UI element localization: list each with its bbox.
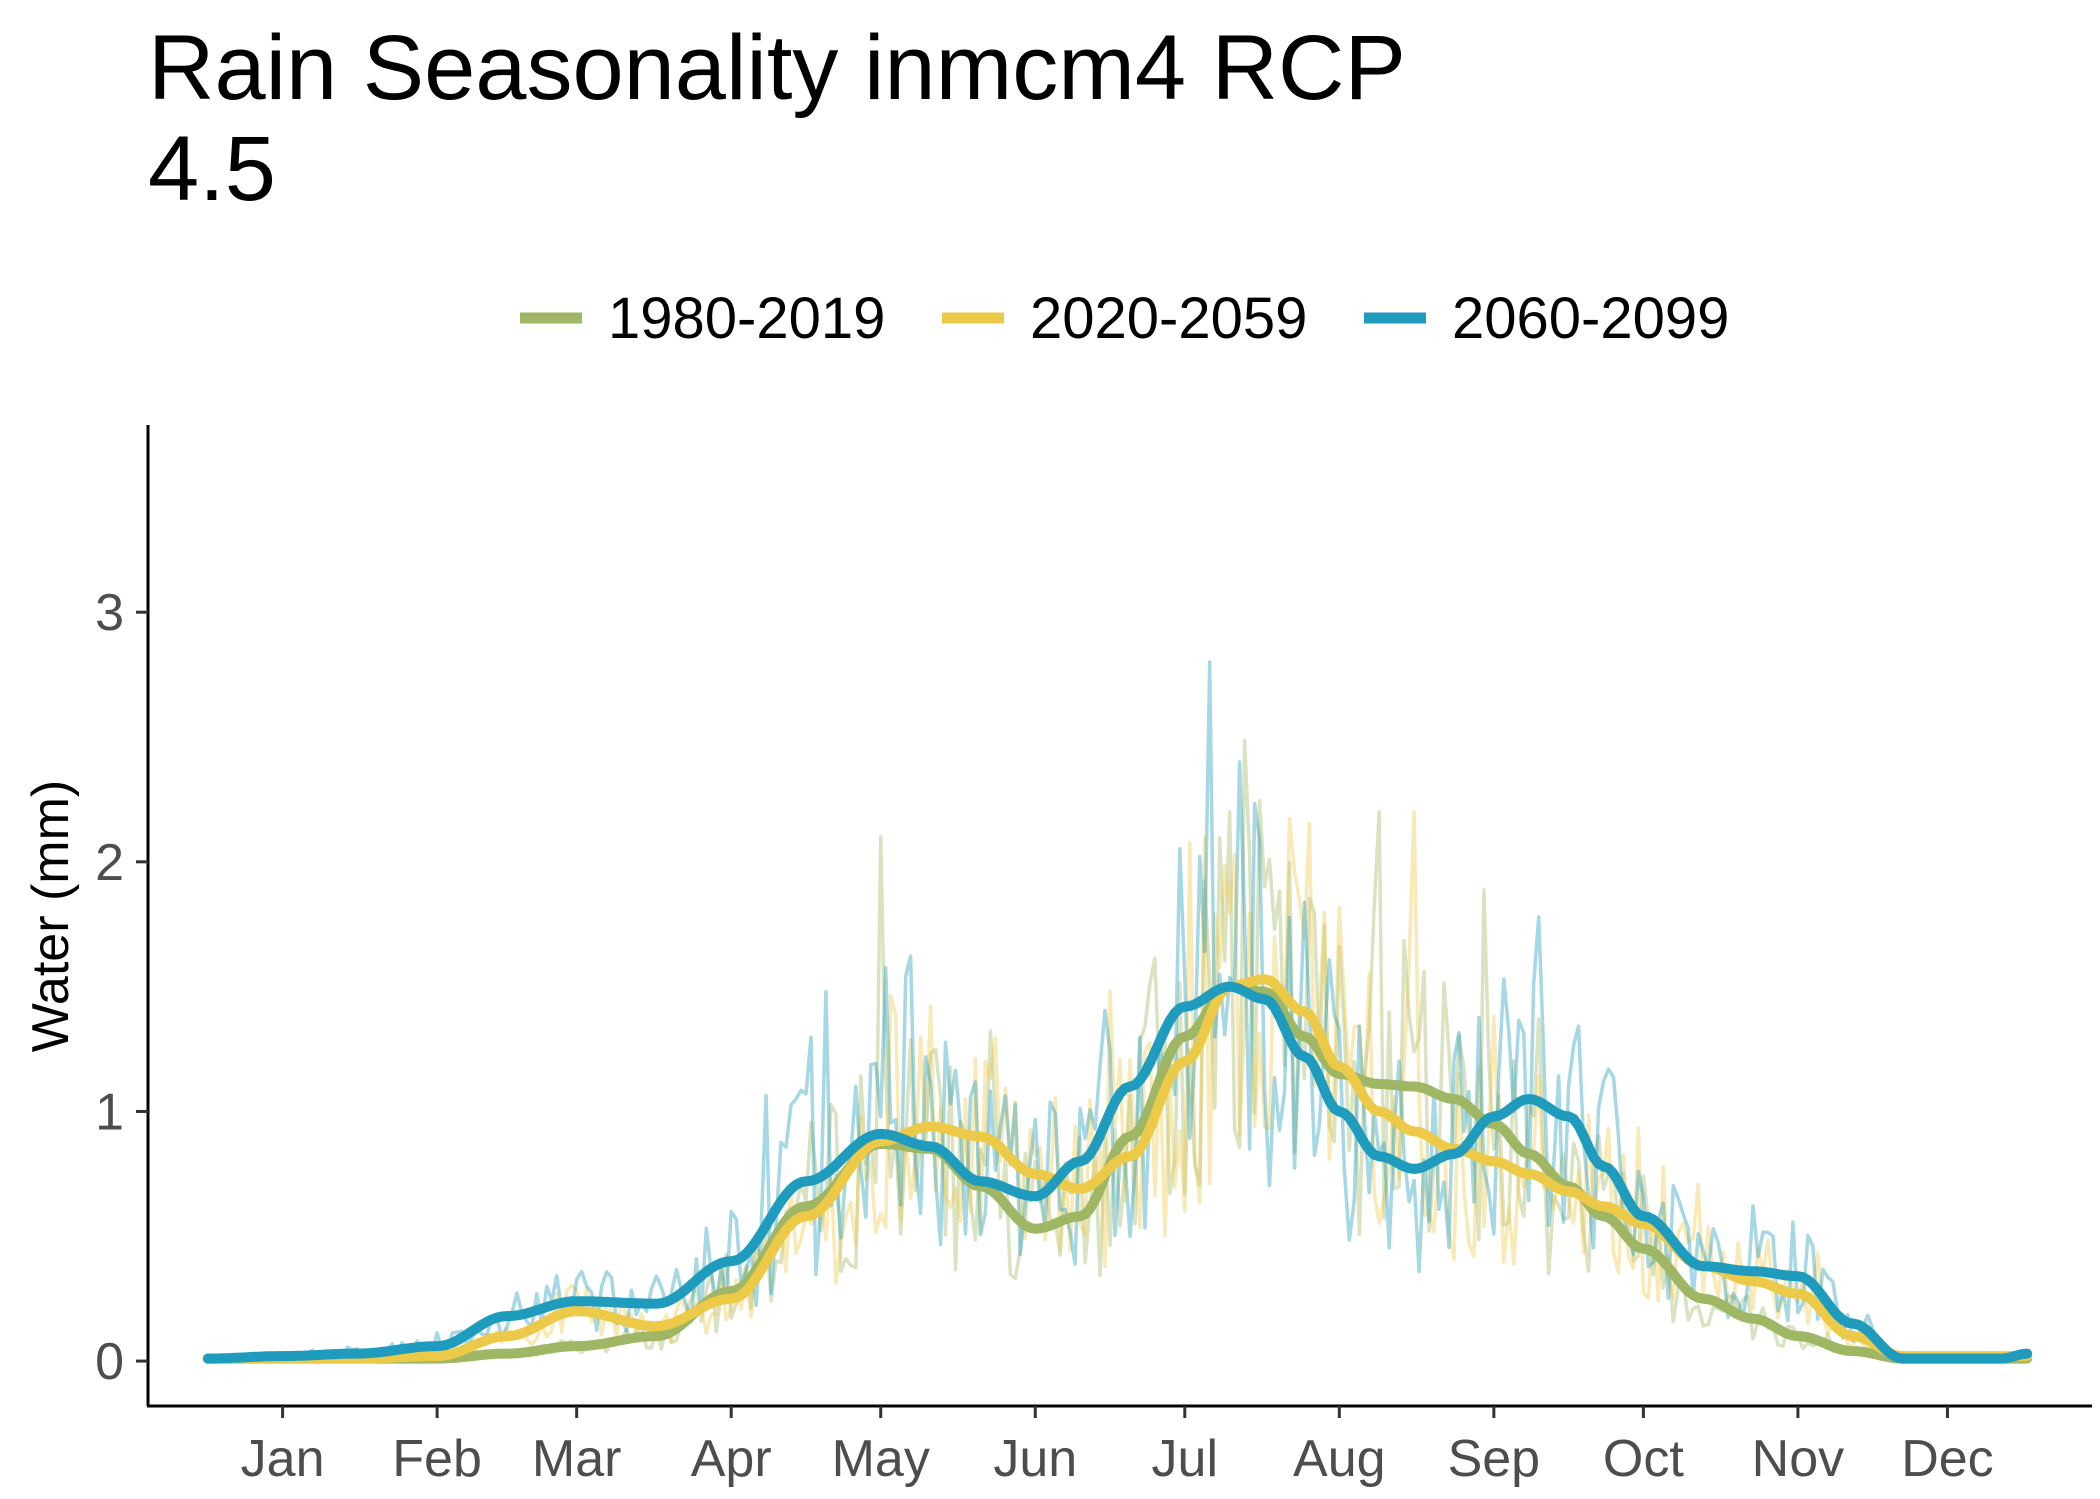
x-tick-label: Jun — [993, 1430, 1077, 1488]
x-tick-label: Apr — [691, 1430, 772, 1488]
y-tick-label: 0 — [95, 1333, 124, 1391]
chart-title-line-2: 4.5 — [148, 118, 276, 221]
x-tick-label: Jul — [1152, 1430, 1218, 1488]
daily-line-2060-2099 — [207, 660, 2029, 1362]
legend: 1980-2019 2020-2059 2060-2099 — [520, 286, 1729, 351]
y-tick-label: 3 — [95, 584, 124, 642]
x-tick-label: Nov — [1752, 1430, 1844, 1488]
smooth-line-2060-2099 — [202, 981, 2033, 1364]
x-tick-label: Sep — [1448, 1430, 1541, 1488]
daily-series-layer — [207, 660, 2029, 1362]
y-axis-title: Water (mm) — [22, 780, 80, 1052]
legend-label: 1980-2019 — [608, 286, 885, 351]
y-tick-label: 1 — [95, 1083, 124, 1141]
legend-label: 2060-2099 — [1452, 286, 1729, 351]
x-tick-label: Dec — [1901, 1430, 1993, 1488]
x-tick-label: Jan — [241, 1430, 325, 1488]
chart-title-line-1: Rain Seasonality inmcm4 RCP — [148, 17, 1406, 119]
axes — [146, 425, 2092, 1408]
smooth-line-1980-2019 — [202, 981, 2033, 1364]
x-tick-label: Oct — [1603, 1430, 1684, 1488]
legend-label: 2020-2059 — [1030, 286, 1307, 351]
chart-title: Rain Seasonality inmcm4 RCP 4.5 — [148, 17, 1648, 221]
x-ticks: Jan Feb Mar Apr May Jun Jul Aug Sep Oct Nov Dec — [241, 1406, 1994, 1488]
y-tick-label: 2 — [95, 834, 124, 892]
x-tick-label: Aug — [1293, 1430, 1386, 1488]
x-tick-label: Mar — [532, 1430, 622, 1488]
y-ticks: 0 1 2 3 — [95, 584, 148, 1391]
x-tick-label: May — [832, 1430, 930, 1488]
smooth-series-layer — [202, 974, 2033, 1364]
x-tick-label: Feb — [392, 1430, 482, 1488]
